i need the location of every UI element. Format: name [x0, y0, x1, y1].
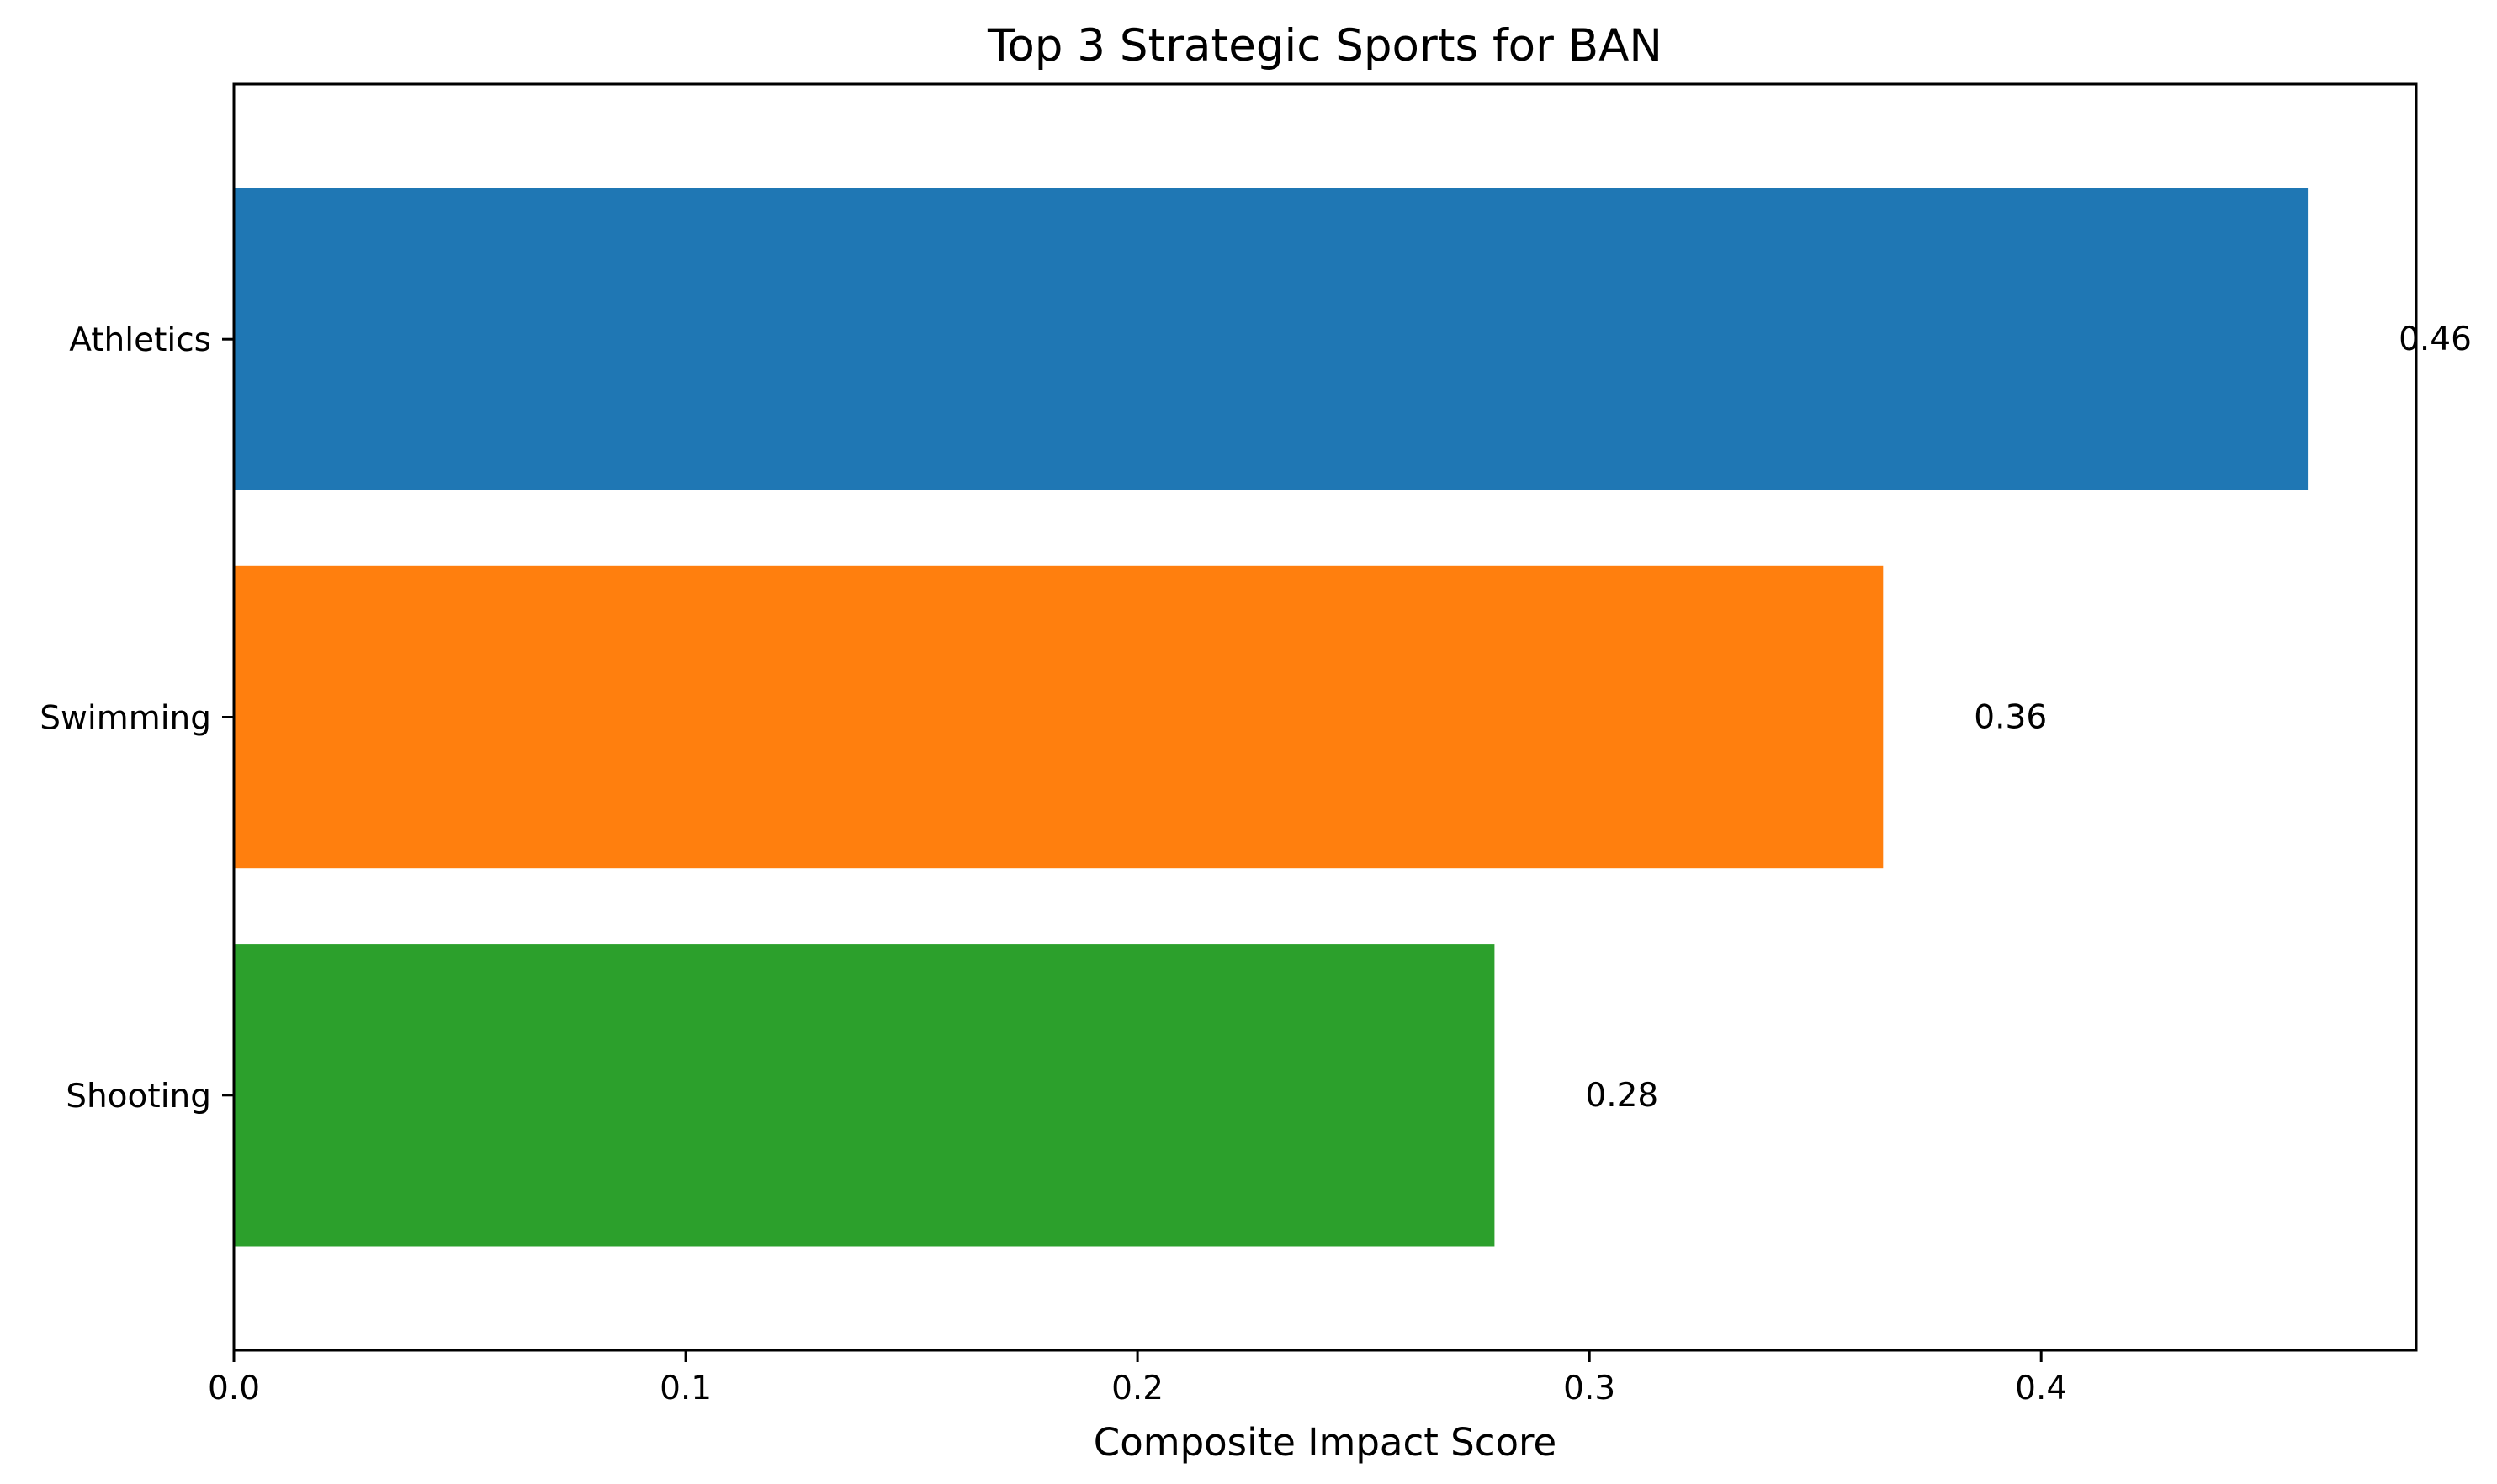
x-tick-label: 0.3 — [1563, 1370, 1615, 1407]
value-label-shooting: 0.28 — [1585, 1077, 1658, 1115]
value-label-swimming: 0.36 — [1974, 699, 2047, 737]
y-tick-label-athletics: Athletics — [69, 321, 211, 359]
x-tick-label: 0.2 — [1111, 1370, 1164, 1407]
value-labels-layer: 0.46 0.36 0.28 — [1585, 321, 2472, 1115]
x-tick-label: 0.0 — [208, 1370, 260, 1407]
bar-shooting — [234, 944, 1495, 1247]
x-tick-label: 0.4 — [2015, 1370, 2067, 1407]
bar-athletics — [234, 188, 2309, 490]
bar-swimming — [234, 565, 1884, 869]
bars-layer — [234, 188, 2309, 1247]
chart-title: Top 3 Strategic Sports for BAN — [987, 20, 1662, 72]
x-tick-label: 0.1 — [660, 1370, 712, 1407]
value-label-athletics: 0.46 — [2399, 321, 2472, 358]
y-tick-label-shooting: Shooting — [66, 1078, 211, 1116]
x-axis-label: Composite Impact Score — [1094, 1420, 1556, 1465]
plot-area-frame — [232, 82, 2418, 1352]
y-axis: Athletics Swimming Shooting — [40, 321, 234, 1116]
x-axis: 0.0 0.1 0.2 0.3 0.4 — [208, 1350, 2067, 1407]
y-tick-label-swimming: Swimming — [40, 700, 211, 738]
